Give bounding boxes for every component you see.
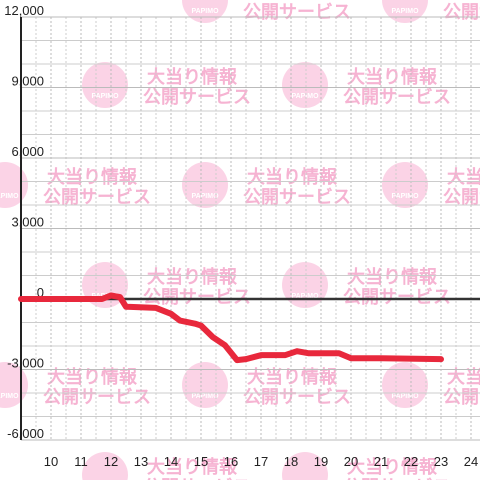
data-line [18, 292, 444, 364]
watermark-text: 大当り情報 [447, 366, 480, 387]
watermark-text: 公開サービス [243, 387, 351, 407]
watermark-logo: PAPIMO [0, 193, 19, 200]
watermark-text: 大当り情報 [447, 166, 480, 187]
watermark-text: 大当り情報 [347, 456, 438, 477]
watermark-text: 公開サービス [143, 477, 251, 480]
watermark-logo: PAPIMO [291, 93, 319, 100]
x-tick-label: 17 [254, 454, 268, 469]
watermark-text: 大当り情報 [347, 266, 438, 287]
watermark-text: 公開サービス [443, 387, 480, 407]
y-tick-label: 0 [37, 285, 44, 300]
watermark-text: 公開サービス [243, 2, 351, 22]
watermark-logo: PAPIMO [291, 293, 319, 300]
watermark-text: 公開サービス [43, 387, 151, 407]
watermark-logo: PAPIMO [391, 193, 419, 200]
y-tick-label: -3,000 [7, 356, 44, 371]
x-tick-label: 22 [404, 454, 418, 469]
watermark-circle [82, 452, 128, 480]
watermark-text: 公開サービス [443, 2, 480, 22]
watermark-text: 大当り情報 [247, 366, 338, 387]
x-tick-label: 15 [194, 454, 208, 469]
watermark-logo: PAPIMO [391, 393, 419, 400]
watermark-text: 大当り情報 [147, 266, 238, 287]
x-tick-label: 19 [314, 454, 328, 469]
watermark-text: 大当り情報 [247, 0, 338, 2]
x-tick-label: 14 [164, 454, 178, 469]
watermark-text: 大当り情報 [347, 66, 438, 87]
x-tick-label: 10 [44, 454, 58, 469]
watermark-text: 公開サービス [43, 187, 151, 207]
x-tick-label: 11 [74, 454, 88, 469]
y-tick-label: 12,000 [4, 3, 44, 18]
watermark-circle [182, 162, 228, 208]
watermark-circle [182, 362, 228, 408]
x-tick-label: 18 [284, 454, 298, 469]
y-tick-label: 3,000 [11, 215, 44, 230]
x-tick-label: 21 [374, 454, 388, 469]
watermark-text: 大当り情報 [447, 0, 480, 2]
watermark-logo: PAPIMO [391, 8, 419, 15]
plot-layer: 10 11 12 13 14 15 16 17 18 19 20 21 22 23 24 -6,000 -3,0… [4, 3, 480, 469]
watermark-logo: PAPIMO [191, 393, 219, 400]
watermark-circle [0, 162, 28, 208]
y-tick-label: 6,000 [11, 144, 44, 159]
x-tick-label: 24 [464, 454, 478, 469]
y-tick-label: 9,000 [11, 74, 44, 89]
x-tick-label: 13 [134, 454, 148, 469]
watermark-logo: PAPIMO [191, 193, 219, 200]
watermark-circle [282, 262, 328, 308]
watermark-text: 大当り情報 [147, 66, 238, 87]
watermark-text: 公開サービス [243, 187, 351, 207]
x-tick-label: 23 [434, 454, 448, 469]
watermark-circle [82, 62, 128, 108]
watermark-circle [382, 162, 428, 208]
y-tick-label: -6,000 [7, 426, 44, 441]
watermark-text: 公開サービス [143, 87, 251, 107]
watermark-circle [282, 452, 328, 480]
grid-layer [21, 16, 480, 441]
watermark-text: 公開サービス [343, 477, 451, 480]
watermark-text: 公開サービス [343, 287, 451, 307]
x-tick-label: 12 [104, 454, 118, 469]
watermark-circle [282, 62, 328, 108]
watermark-text: 大当り情報 [147, 456, 238, 477]
watermark-logo: PAPIMO [91, 93, 119, 100]
watermark-text: 大当り情報 [47, 166, 138, 187]
x-tick-label: 16 [224, 454, 238, 469]
watermark-text: 大当り情報 [47, 366, 138, 387]
x-tick-label: 20 [344, 454, 358, 469]
watermark-text: 公開サービス [443, 187, 480, 207]
watermark-logo: PAPIMO [191, 8, 219, 15]
watermark-logo: PAPIMO [0, 393, 19, 400]
watermark-text: 公開サービス [343, 87, 451, 107]
watermark-text: 公開サービス [143, 287, 251, 307]
watermark-circle [382, 362, 428, 408]
